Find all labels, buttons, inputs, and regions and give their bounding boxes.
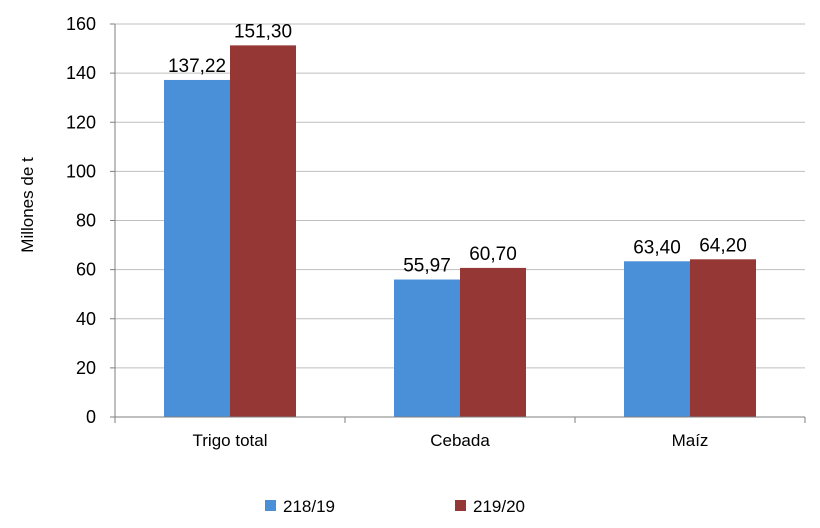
y-tick-label: 80 xyxy=(76,211,96,231)
y-tick-label: 140 xyxy=(66,63,96,83)
y-tick-label: 40 xyxy=(76,309,96,329)
y-tick-labels: 0 20 40 60 80 100 120 140 160 xyxy=(66,14,96,427)
data-label: 60,70 xyxy=(469,244,517,265)
bar xyxy=(460,267,526,417)
axes xyxy=(110,23,806,423)
y-tick-label: 160 xyxy=(66,14,96,34)
data-label: 55,97 xyxy=(403,256,451,277)
y-tick-label: 0 xyxy=(86,407,96,427)
y-tick-label: 60 xyxy=(76,260,96,280)
category-label: Maíz xyxy=(672,431,709,450)
y-tick-label: 100 xyxy=(66,161,96,181)
data-label: 137,22 xyxy=(168,56,226,77)
data-label: 151,30 xyxy=(234,21,292,42)
y-axis-title: Millones de t xyxy=(18,157,37,253)
legend-swatch xyxy=(455,500,466,511)
data-labels: 137,22 151,30 55,97 60,70 63,40 64,20 xyxy=(168,21,747,276)
bar xyxy=(690,259,756,417)
y-tick-label: 20 xyxy=(76,358,96,378)
category-labels: Trigo total Cebada Maíz xyxy=(193,431,709,450)
bar xyxy=(230,45,296,417)
bar xyxy=(394,279,460,417)
category-label: Trigo total xyxy=(193,431,268,450)
legend-label: 219/20 xyxy=(473,497,525,516)
bar xyxy=(624,261,690,417)
y-tick-label: 120 xyxy=(66,112,96,132)
legend-swatch xyxy=(265,500,276,511)
legend-label: 218/19 xyxy=(283,497,335,516)
bar xyxy=(164,79,230,418)
data-label: 63,40 xyxy=(633,237,681,258)
bars xyxy=(164,45,756,418)
data-label: 64,20 xyxy=(699,235,747,256)
legend: 218/19 219/20 xyxy=(265,497,525,516)
category-label: Cebada xyxy=(430,431,490,450)
